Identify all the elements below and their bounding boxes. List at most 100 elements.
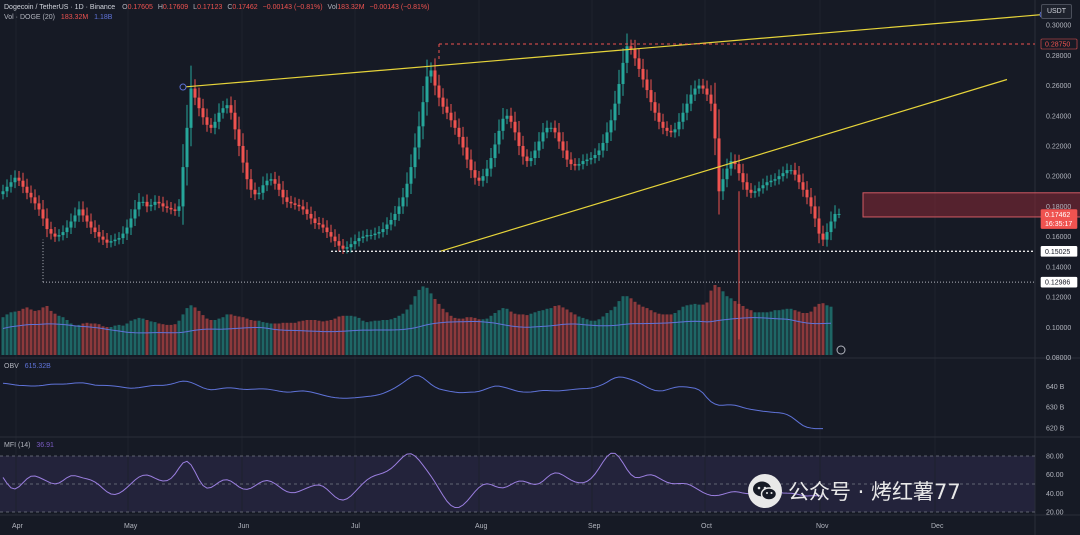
volume-bar [405, 309, 409, 355]
volume-bar [665, 314, 669, 355]
candle-body [397, 206, 401, 214]
candle-body [337, 241, 341, 246]
symbol-header: Dogecoin / TetherUS · 1D · Binance O0.17… [4, 4, 429, 11]
price-tick-label: 0.28000 [1046, 53, 1071, 60]
candle-body [33, 197, 37, 204]
candle-body [249, 179, 253, 190]
volume-bar [681, 306, 685, 355]
candle-body [429, 70, 433, 77]
volume-bar [173, 324, 177, 355]
price-tick-label: 0.16000 [1046, 234, 1071, 241]
candle-body [753, 191, 757, 193]
time-axis[interactable]: Apr May Jun Jul Aug Sep Oct Nov Dec [12, 523, 944, 530]
candle-body [653, 102, 657, 113]
volume-bar [149, 321, 153, 355]
volume-bar [753, 312, 757, 355]
candle-body [37, 203, 41, 210]
volume-bar [297, 321, 301, 355]
candle-body [61, 232, 65, 236]
volume-bar [1, 317, 5, 355]
candle-body [473, 170, 477, 178]
ohlc-low: L0.17123 [193, 4, 222, 11]
candle-body [285, 197, 289, 202]
candle-body [145, 201, 149, 207]
candle-body [553, 127, 557, 133]
close-value: 0.17462 [232, 4, 258, 11]
volume-bar [209, 320, 213, 355]
volume-bar [237, 316, 241, 355]
candle-body [637, 58, 641, 69]
low-label: L [193, 4, 198, 11]
candle-body [749, 189, 753, 193]
volume-bar [473, 317, 477, 355]
candle-body [601, 142, 605, 151]
volume-bar [701, 304, 705, 355]
volume-bar [745, 308, 749, 355]
volume-bar [497, 310, 501, 355]
currency-button[interactable]: USDT [1040, 4, 1072, 19]
candle-body [701, 85, 705, 89]
trend-overlays[interactable] [42, 11, 1047, 355]
volume-bar [229, 314, 233, 355]
volume-bar [825, 305, 829, 355]
price-tick-label: 0.26000 [1046, 83, 1071, 90]
volume-bar [45, 306, 49, 355]
candle-body [589, 158, 593, 160]
volume-bar [401, 313, 405, 355]
candle-body [813, 206, 817, 219]
support-trendline[interactable] [438, 78, 1008, 253]
price-markers: 0.28750 0.17462 16:35:17 0.15025 0.12986 [1040, 38, 1078, 288]
volume-bar [409, 304, 413, 355]
candle-body [385, 224, 389, 230]
candle-body [9, 182, 13, 187]
indicator-lines [0, 375, 1035, 513]
price-axis[interactable]: 0.30000 0.28000 0.26000 0.24000 0.22000 0.200… [1046, 23, 1071, 517]
mfi-value: 36.91 [36, 442, 54, 449]
price-marker-label: 0.17462 [1045, 212, 1070, 219]
candle-body [345, 247, 349, 249]
candle-body [193, 88, 197, 98]
volume-bar [465, 317, 469, 355]
volume-bar [161, 324, 165, 355]
trendline-start-handle[interactable] [179, 83, 187, 91]
candle-body [621, 62, 625, 85]
candle-body [457, 127, 461, 137]
candle-body [449, 112, 453, 121]
volume-bar [525, 315, 529, 355]
volume-bar [121, 325, 125, 355]
volume-bar [241, 317, 245, 355]
volume-bar [365, 322, 369, 355]
volume-bar [81, 323, 85, 355]
candle-body [757, 188, 761, 192]
volume-bar [41, 307, 45, 355]
candle-body [785, 170, 789, 174]
candle-body [573, 164, 577, 166]
candle-body [793, 170, 797, 175]
candle-body [117, 238, 121, 240]
obv-header: OBV 615.32B [4, 363, 51, 370]
volume-bar [113, 325, 117, 355]
candle-body [309, 213, 313, 219]
volume-bar [29, 309, 33, 355]
candle-body [797, 174, 801, 183]
candle-body [321, 224, 325, 228]
volume-bar [369, 321, 373, 355]
candle-body [253, 189, 257, 195]
volume-bar [781, 309, 785, 355]
candle-body [445, 106, 449, 113]
candle-body [393, 213, 397, 220]
candle-body [65, 227, 69, 233]
candle-body [433, 70, 437, 86]
candle-body [25, 186, 29, 193]
volume-value: 183.32M [60, 14, 89, 21]
volume-bar [817, 303, 821, 355]
volume-bar [577, 316, 581, 355]
lightning-icon[interactable] [836, 345, 846, 355]
volume-bar [105, 327, 109, 355]
candle-body [185, 127, 189, 168]
resistance-trendline[interactable] [182, 13, 1044, 88]
candle-body [585, 159, 589, 162]
candle-body [769, 180, 773, 183]
